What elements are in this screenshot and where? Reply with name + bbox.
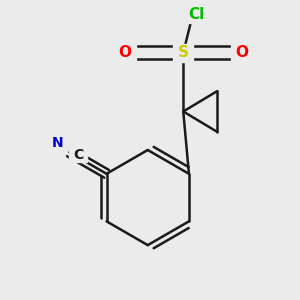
Text: C: C [73, 148, 83, 161]
Bar [173, 44, 194, 62]
Bar [182, 5, 212, 23]
Bar [231, 44, 254, 62]
Text: Cl: Cl [189, 7, 205, 22]
Text: N: N [52, 136, 64, 150]
Text: S: S [178, 45, 189, 60]
Bar [49, 135, 67, 151]
Text: O: O [236, 45, 249, 60]
Bar [69, 147, 87, 163]
Text: O: O [118, 45, 131, 60]
Bar [113, 44, 136, 62]
